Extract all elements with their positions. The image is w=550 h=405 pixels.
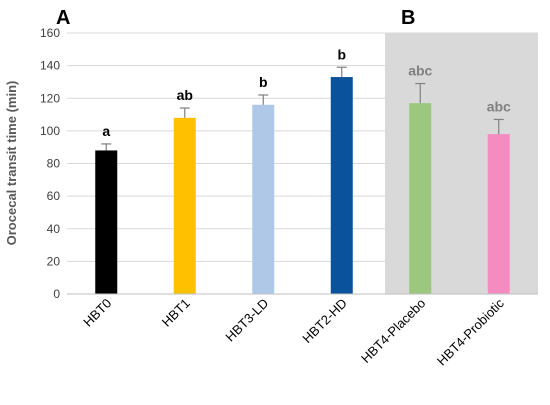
- x-tick-label: HBT1: [159, 296, 193, 330]
- y-tick-label: 140: [40, 59, 60, 73]
- gridlines: [67, 32, 538, 262]
- y-tick-labels: 0 20 40 60 80 100 120 140 160: [40, 26, 60, 301]
- bar: [330, 77, 353, 294]
- x-tick-label: HBT4-Probiotic: [434, 295, 507, 368]
- bars: [95, 66, 510, 295]
- y-tick-label: 0: [53, 287, 60, 301]
- significance-letter: ab: [177, 87, 193, 103]
- significance-letter: abc: [408, 63, 432, 79]
- bar: [487, 134, 510, 294]
- significance-letter: b: [337, 46, 346, 62]
- y-tick-label: 160: [40, 26, 60, 40]
- panel-label-b: B: [401, 7, 415, 29]
- bar: [95, 150, 118, 294]
- y-tick-label: 60: [47, 189, 61, 203]
- y-tick-label: 20: [47, 254, 61, 268]
- x-tick-labels: HBT0 HBT1 HBT3-LD HBT2-HD HBT4-Placebo HBT4-P…: [80, 295, 507, 368]
- y-tick-label: 80: [47, 157, 61, 171]
- significance-letter: b: [259, 74, 268, 90]
- bar: [252, 104, 275, 295]
- bar: [409, 103, 432, 294]
- x-tick-label: HBT0: [80, 296, 114, 330]
- x-tick-label: HBT3-LD: [222, 296, 271, 345]
- y-tick-label: 100: [40, 124, 60, 138]
- x-tick-label: HBT2-HD: [299, 296, 349, 346]
- significance-letter: a: [102, 123, 110, 139]
- y-tick-label: 40: [47, 222, 61, 236]
- x-tick-label: HBT4-Placebo: [358, 296, 428, 366]
- y-tick-label: 120: [40, 91, 60, 105]
- significance-letter: abc: [487, 98, 511, 114]
- y-axis-label: Orocecal transit time (min): [4, 81, 19, 246]
- significance-letters: a ab b b abc abc: [102, 46, 511, 139]
- panel-label-a: A: [56, 7, 70, 29]
- bar: [173, 117, 196, 294]
